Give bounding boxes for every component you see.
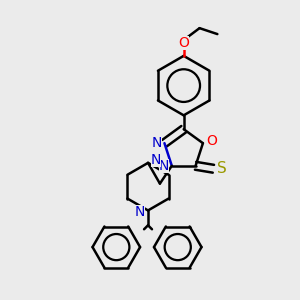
Text: N: N [151, 153, 161, 167]
Text: O: O [206, 134, 217, 148]
Text: O: O [178, 36, 189, 50]
Text: S: S [218, 161, 227, 176]
Text: N: N [151, 136, 162, 150]
Text: N: N [159, 159, 169, 173]
Text: N: N [135, 206, 145, 219]
